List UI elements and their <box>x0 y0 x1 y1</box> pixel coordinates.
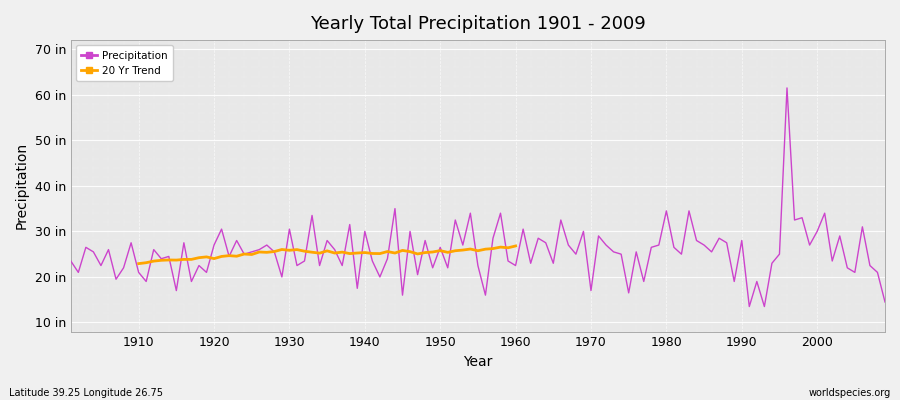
Y-axis label: Precipitation: Precipitation <box>15 142 29 230</box>
Text: worldspecies.org: worldspecies.org <box>809 388 891 398</box>
Title: Yearly Total Precipitation 1901 - 2009: Yearly Total Precipitation 1901 - 2009 <box>310 15 646 33</box>
Text: Latitude 39.25 Longitude 26.75: Latitude 39.25 Longitude 26.75 <box>9 388 163 398</box>
X-axis label: Year: Year <box>464 355 492 369</box>
Legend: Precipitation, 20 Yr Trend: Precipitation, 20 Yr Trend <box>76 45 173 81</box>
